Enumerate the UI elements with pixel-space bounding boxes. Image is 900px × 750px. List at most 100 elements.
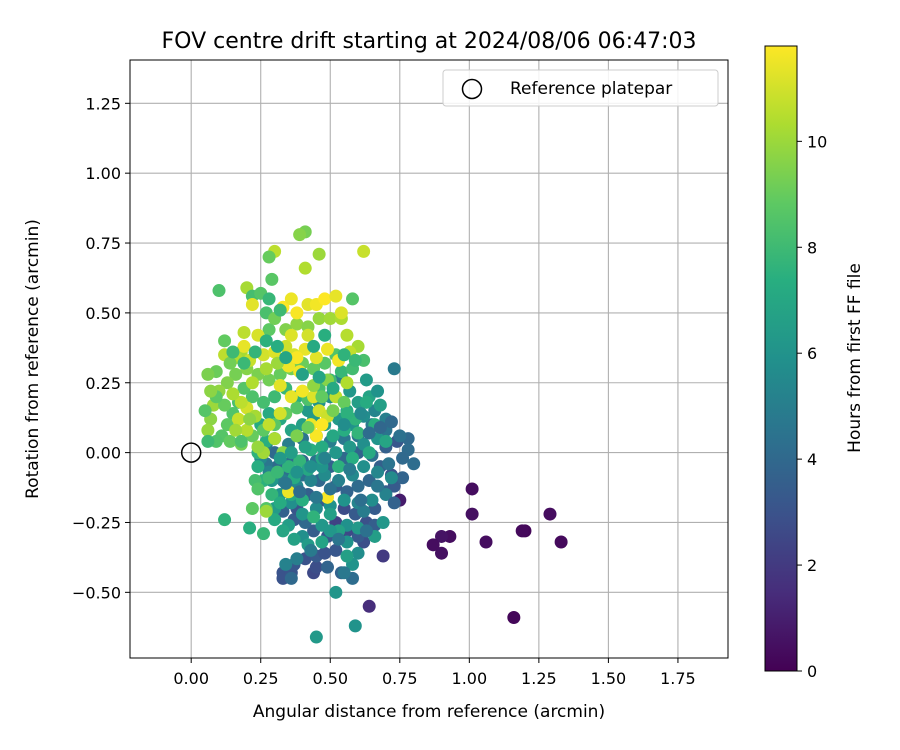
- data-point: [329, 446, 343, 460]
- data-point: [362, 426, 376, 440]
- x-tick-label: 1.25: [521, 669, 557, 688]
- data-point: [223, 356, 237, 370]
- y-axis-label: Rotation from reference (arcmin): [23, 219, 43, 499]
- data-point: [262, 292, 276, 306]
- data-point: [435, 529, 449, 543]
- data-point: [229, 367, 243, 381]
- data-point: [307, 510, 321, 524]
- chart-title: FOV centre drift starting at 2024/08/06 …: [162, 29, 697, 54]
- data-point: [262, 406, 276, 420]
- data-point: [315, 440, 329, 454]
- data-point: [268, 513, 282, 527]
- data-point: [245, 376, 259, 390]
- data-point: [351, 479, 365, 493]
- data-point: [212, 284, 226, 298]
- y-tick-label: 0.50: [85, 304, 121, 323]
- data-point: [320, 342, 334, 356]
- data-point: [379, 488, 393, 502]
- data-point: [307, 339, 321, 353]
- data-point: [387, 362, 401, 376]
- colorbar-gradient: [764, 45, 798, 672]
- data-point: [237, 339, 251, 353]
- y-tick-label: −0.50: [72, 583, 121, 602]
- data-point: [334, 365, 348, 379]
- data-point: [396, 451, 410, 465]
- data-point: [309, 351, 323, 365]
- data-point: [351, 546, 365, 560]
- data-point: [245, 298, 259, 312]
- data-point: [284, 328, 298, 342]
- data-point: [318, 292, 332, 306]
- data-point: [329, 289, 343, 303]
- data-point: [245, 390, 259, 404]
- data-point: [343, 440, 357, 454]
- data-point: [287, 532, 301, 546]
- data-point: [226, 345, 240, 359]
- data-point: [393, 429, 407, 443]
- data-point: [323, 482, 337, 496]
- data-point: [226, 387, 240, 401]
- data-point: [320, 560, 334, 574]
- data-point: [362, 599, 376, 613]
- data-point: [251, 482, 265, 496]
- data-point: [234, 434, 248, 448]
- data-point: [284, 446, 298, 460]
- y-tick-label: 0.00: [85, 444, 121, 463]
- data-point: [298, 440, 312, 454]
- data-point: [312, 311, 326, 325]
- data-point: [332, 474, 346, 488]
- data-point: [515, 524, 529, 538]
- data-point: [273, 451, 287, 465]
- data-point: [273, 379, 287, 393]
- y-tick-label: −0.25: [72, 513, 121, 532]
- data-point: [201, 367, 215, 381]
- reference-point-marker: [180, 442, 202, 463]
- data-point: [371, 465, 385, 479]
- data-point: [262, 418, 276, 432]
- data-point: [273, 367, 287, 381]
- data-point: [276, 524, 290, 538]
- data-point: [376, 515, 390, 529]
- x-axis-ticks: 0.00 0.25 0.50 0.75 1.00 1.25 1.50 1.75: [173, 658, 696, 688]
- data-point: [332, 460, 346, 474]
- data-point: [309, 429, 323, 443]
- data-point: [290, 552, 304, 566]
- data-point: [301, 420, 315, 434]
- data-point: [354, 493, 368, 507]
- data-point: [240, 423, 254, 437]
- x-axis-label: Angular distance from reference (arcmin): [253, 702, 605, 722]
- data-point: [359, 373, 373, 387]
- data-point: [318, 328, 332, 342]
- data-point: [340, 549, 354, 563]
- data-point: [315, 418, 329, 432]
- colorbar-tick-label: 8: [807, 238, 817, 257]
- data-point: [426, 538, 440, 552]
- data-point: [346, 451, 360, 465]
- data-point: [229, 423, 243, 437]
- data-point: [248, 345, 262, 359]
- data-point: [334, 306, 348, 320]
- colorbar-ticks: 0 2 4 6 8 10: [797, 132, 827, 681]
- data-point: [251, 460, 265, 474]
- data-point: [218, 513, 232, 527]
- data-point: [407, 457, 421, 471]
- data-point: [373, 398, 387, 412]
- data-point: [293, 228, 307, 242]
- data-point: [279, 351, 293, 365]
- data-point: [318, 546, 332, 560]
- data-point: [257, 395, 271, 409]
- data-point: [295, 367, 309, 381]
- data-point: [315, 390, 329, 404]
- data-point: [243, 412, 257, 426]
- data-point: [365, 493, 379, 507]
- x-tick-label: 0.00: [173, 669, 209, 688]
- data-point: [382, 457, 396, 471]
- data-point: [270, 339, 284, 353]
- data-point: [262, 373, 276, 387]
- data-point: [309, 630, 323, 644]
- data-point: [245, 502, 259, 515]
- data-point: [290, 429, 304, 443]
- data-point: [257, 527, 271, 541]
- data-point: [304, 460, 318, 474]
